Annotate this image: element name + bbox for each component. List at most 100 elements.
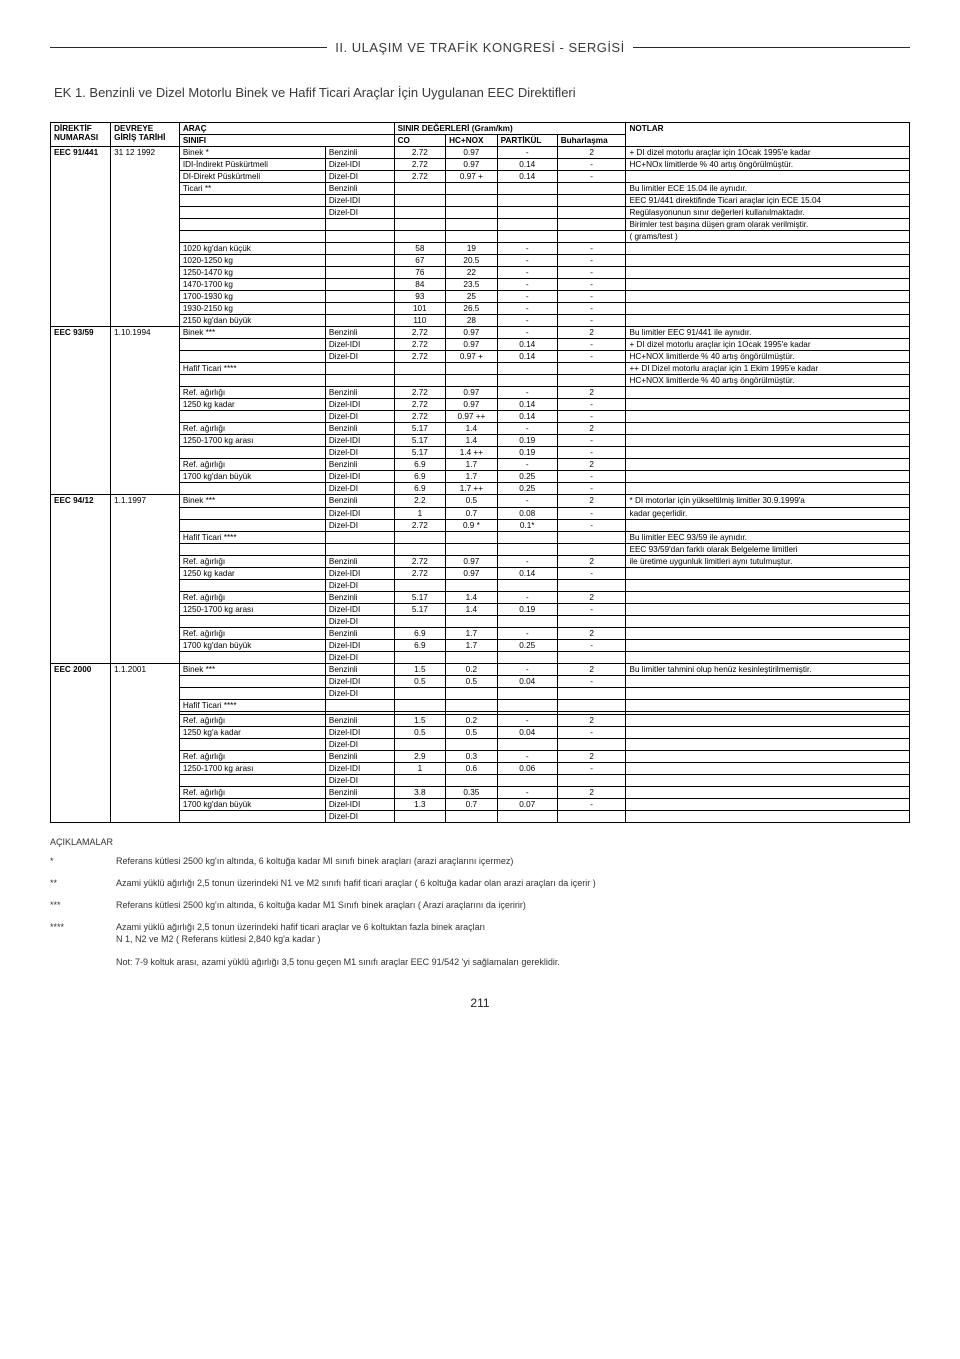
- cell-direktif: EEC 93/59: [51, 327, 111, 495]
- cell-co: 110: [394, 315, 446, 327]
- cell-not: [626, 786, 910, 798]
- cell-fuel: Dizel-IDI: [325, 726, 394, 738]
- cell-sinif: [179, 579, 325, 591]
- cell-hcnox: 0.7: [446, 798, 498, 810]
- cell-part: 0.14: [497, 351, 557, 363]
- cell-fuel: Dizel-IDI: [325, 639, 394, 651]
- cell-co: 2.72: [394, 399, 446, 411]
- cell-hcnox: [446, 531, 498, 543]
- cell-hcnox: 0.97: [446, 327, 498, 339]
- cell-sinif: [179, 219, 325, 231]
- cell-not: [626, 411, 910, 423]
- cell-not: [626, 738, 910, 750]
- cell-not: [626, 291, 910, 303]
- table-row: 1930-2150 kg10126.5--: [51, 303, 910, 315]
- cell-fuel: Benzinli: [325, 786, 394, 798]
- ek-title: EK 1. Benzinli ve Dizel Motorlu Binek ve…: [54, 85, 910, 100]
- cell-buh: -: [557, 291, 626, 303]
- cell-part: -: [497, 495, 557, 507]
- cell-sinif: [179, 483, 325, 495]
- cell-sinif: Hafif Ticari ****: [179, 363, 325, 375]
- cell-buh: 2: [557, 387, 626, 399]
- cell-not: HC+NOx limitlerde % 40 artış öngörülmüşt…: [626, 159, 910, 171]
- cell-fuel: [325, 303, 394, 315]
- cell-not: Bu limitler tahmini olup henüz kesinleşt…: [626, 663, 910, 675]
- cell-co: 58: [394, 243, 446, 255]
- cell-part: 0.1*: [497, 519, 557, 531]
- cell-hcnox: 0.5: [446, 726, 498, 738]
- cell-part: 0.08: [497, 507, 557, 519]
- table-row: 1470-1700 kg8423.5--: [51, 279, 910, 291]
- cell-hcnox: 1.4: [446, 423, 498, 435]
- cell-buh: 2: [557, 147, 626, 159]
- cell-sinif: 1250 kg kadar: [179, 567, 325, 579]
- table-row: 1700 kg'dan büyükDizel-IDI6.91.70.25-: [51, 471, 910, 483]
- cell-hcnox: 0.97: [446, 387, 498, 399]
- cell-not: [626, 750, 910, 762]
- cell-part: [497, 699, 557, 711]
- cell-sinif: 1700 kg'dan büyük: [179, 798, 325, 810]
- cell-fuel: Benzinli: [325, 495, 394, 507]
- cell-not: [626, 267, 910, 279]
- table-row: 2150 kg'dan büyük11028--: [51, 315, 910, 327]
- cell-direktif: EEC 91/441: [51, 147, 111, 327]
- note-text: Azami yüklü ağırlığı 2,5 tonun üzerindek…: [116, 921, 910, 945]
- cell-not: HC+NOX limitlerde % 40 artış öngörülmüşt…: [626, 351, 910, 363]
- cell-fuel: Benzinli: [325, 183, 394, 195]
- table-row: 1250-1700 kg arasıDizel-IDI10.60.06-: [51, 762, 910, 774]
- note-row: **Azami yüklü ağırlığı 2,5 tonun üzerind…: [50, 877, 910, 889]
- cell-fuel: Dizel-DI: [325, 738, 394, 750]
- cell-co: [394, 810, 446, 822]
- note-row: *Referans kütlesi 2500 kg'ın altında, 6 …: [50, 855, 910, 867]
- col-notlar: NOTLAR: [626, 123, 910, 147]
- table-row: Ref. ağırlığıBenzinli2.720.97-2: [51, 387, 910, 399]
- cell-fuel: Benzinli: [325, 714, 394, 726]
- cell-not: [626, 810, 910, 822]
- table-row: ( grams/test ): [51, 231, 910, 243]
- cell-hcnox: [446, 699, 498, 711]
- cell-hcnox: [446, 687, 498, 699]
- cell-buh: 2: [557, 555, 626, 567]
- cell-not: ( grams/test ): [626, 231, 910, 243]
- cell-buh: -: [557, 798, 626, 810]
- cell-not: [626, 435, 910, 447]
- table-row: Ref. ağırlığıBenzinli2.90.3-2: [51, 750, 910, 762]
- note-marker: ****: [50, 921, 76, 945]
- table-row: Ref. ağırlığıBenzinli3.80.35-2: [51, 786, 910, 798]
- cell-buh: -: [557, 762, 626, 774]
- cell-co: [394, 219, 446, 231]
- cell-fuel: Dizel-IDI: [325, 507, 394, 519]
- notes: AÇIKLAMALAR *Referans kütlesi 2500 kg'ın…: [50, 837, 910, 968]
- table-row: DI-Direkt PüskürtmeliDizel-DI2.720.97 +0…: [51, 171, 910, 183]
- cell-part: 0.04: [497, 726, 557, 738]
- cell-part: -: [497, 750, 557, 762]
- cell-sinif: Hafif Ticari ****: [179, 531, 325, 543]
- cell-buh: [557, 810, 626, 822]
- cell-part: [497, 615, 557, 627]
- table-row: Dizel-IDI10.70.08-kadar geçerlidir.: [51, 507, 910, 519]
- cell-co: 101: [394, 303, 446, 315]
- cell-sinif: Ticari **: [179, 183, 325, 195]
- cell-not: [626, 171, 910, 183]
- table-row: EEC 20001.1.2001Binek ***Benzinli1.50.2-…: [51, 663, 910, 675]
- cell-sinif: 1250 kg kadar: [179, 399, 325, 411]
- cell-fuel: Benzinli: [325, 147, 394, 159]
- cell-buh: [557, 219, 626, 231]
- table-row: Ref. ağırlığıBenzinli1.50.2-2: [51, 714, 910, 726]
- page-number: 211: [50, 996, 910, 1010]
- cell-buh: [557, 207, 626, 219]
- cell-buh: -: [557, 279, 626, 291]
- cell-sinif: Binek *: [179, 147, 325, 159]
- cell-co: [394, 375, 446, 387]
- table-row: EEC 91/44131 12 1992Binek *Benzinli2.720…: [51, 147, 910, 159]
- col-arac-top: ARAÇ: [179, 123, 394, 135]
- cell-sinif: Ref. ağırlığı: [179, 786, 325, 798]
- page-header: II. ULAŞIM VE TRAFİK KONGRESİ - SERGİSİ: [50, 40, 910, 55]
- cell-part: -: [497, 147, 557, 159]
- cell-part: -: [497, 387, 557, 399]
- cell-hcnox: 20.5: [446, 255, 498, 267]
- cell-not: kadar geçerlidir.: [626, 507, 910, 519]
- cell-co: 5.17: [394, 423, 446, 435]
- col-partikul: PARTİKÜL: [497, 135, 557, 147]
- cell-not: [626, 279, 910, 291]
